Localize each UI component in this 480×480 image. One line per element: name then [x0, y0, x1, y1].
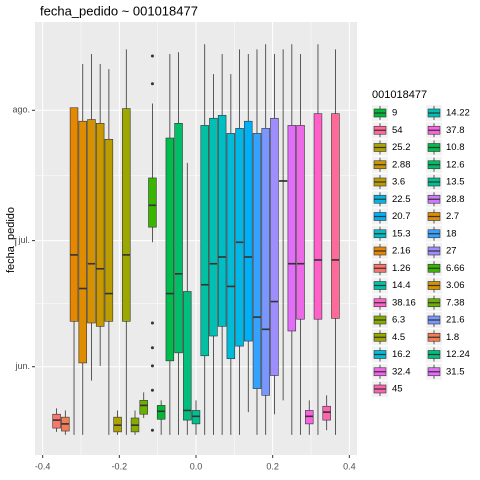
box [122, 108, 131, 322]
legend-label: 14.22 [446, 108, 470, 119]
legend-label: 9 [392, 108, 397, 119]
x-tick-label: 0.2 [266, 461, 279, 471]
legend-label: 2.16 [392, 246, 411, 257]
outlier [150, 428, 154, 432]
box [69, 107, 79, 322]
legend-label: 18 [446, 228, 457, 239]
box [174, 123, 183, 354]
x-tick-label: 0.4 [343, 461, 356, 471]
legend-label: 14.4 [392, 280, 411, 291]
box [217, 115, 227, 327]
legend-label: 25.2 [392, 142, 411, 153]
box [313, 113, 323, 320]
y-tick-label: jun. [14, 361, 30, 371]
box [235, 128, 244, 347]
box [148, 177, 157, 228]
legend-label: 3.06 [446, 280, 465, 291]
outlier [150, 364, 154, 368]
legend-label: 6.66 [446, 263, 465, 274]
outlier [150, 321, 154, 325]
outlier [150, 54, 154, 58]
legend-label: 54 [392, 125, 403, 136]
legend-label: 13.5 [446, 177, 465, 188]
legend-label: 16.2 [392, 349, 411, 360]
box [287, 125, 297, 332]
box [244, 120, 253, 342]
legend-label: 7.38 [446, 297, 465, 308]
legend-label: 10.8 [446, 142, 465, 153]
box [200, 125, 209, 357]
x-tick-label: -0.2 [112, 461, 128, 471]
box [261, 128, 270, 396]
legend-label: 32.4 [392, 366, 411, 377]
legend-label: 3.6 [392, 177, 405, 188]
box [156, 405, 166, 420]
legend-label: 31.5 [446, 366, 465, 377]
legend-label: 2.88 [392, 159, 411, 170]
legend-title: 001018477 [372, 89, 427, 101]
y-tick-label: jul. [17, 235, 30, 245]
box [191, 410, 201, 425]
legend-label: 38.16 [392, 297, 416, 308]
outlier [150, 346, 154, 350]
box [78, 120, 87, 364]
legend-label: 37.8 [446, 125, 465, 136]
box [322, 405, 331, 421]
box [183, 291, 192, 421]
box [52, 413, 61, 429]
legend-label: 27 [446, 246, 457, 257]
legend-label: 2.7 [446, 211, 459, 222]
x-tick-label: 0.0 [190, 461, 203, 471]
box [139, 400, 148, 415]
box [305, 410, 314, 425]
legend-label: 20.7 [392, 211, 411, 222]
box [226, 133, 236, 360]
box [87, 119, 96, 324]
legend-label: 15.3 [392, 228, 411, 239]
chart-title: fecha_pedido ~ 001018477 [40, 3, 198, 18]
box [331, 113, 340, 319]
legend-label: 12.6 [446, 159, 465, 170]
box [296, 125, 305, 320]
legend-label: 1.8 [446, 332, 459, 343]
legend-label: 4.5 [392, 332, 405, 343]
legend-label: 45 [392, 384, 403, 395]
legend-label: 12.24 [446, 349, 470, 360]
legend-label: 21.6 [446, 315, 465, 326]
legend-label: 28.8 [446, 194, 465, 205]
y-axis-title: fecha_pedido [5, 207, 17, 273]
x-tick-label: -0.4 [35, 461, 51, 471]
box [270, 117, 279, 376]
outlier [150, 388, 154, 392]
legend-label: 1.26 [392, 263, 411, 274]
box [209, 117, 218, 337]
outlier [150, 82, 154, 86]
box [252, 133, 262, 389]
legend-label: 22.5 [392, 194, 411, 205]
y-tick-label: ago. [12, 105, 30, 115]
box [165, 137, 175, 362]
box [95, 123, 105, 327]
box [104, 138, 114, 322]
legend-label: 6.3 [392, 315, 405, 326]
